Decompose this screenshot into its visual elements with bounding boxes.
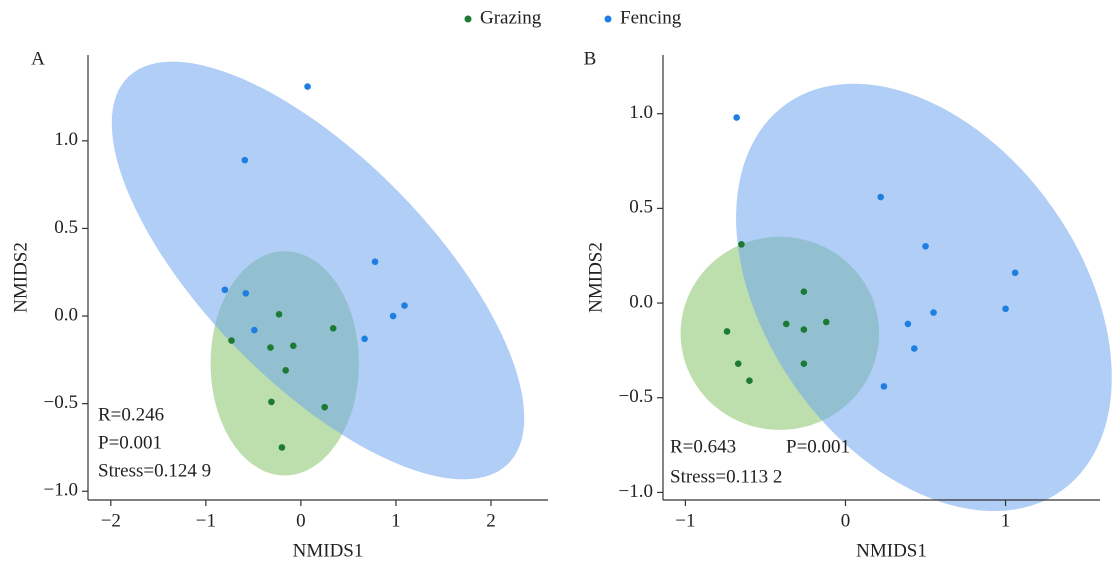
point bbox=[746, 377, 753, 385]
point bbox=[242, 289, 250, 297]
x-tick-label: 2 bbox=[486, 510, 496, 531]
annotation: P=0.001 bbox=[786, 436, 850, 457]
point bbox=[800, 360, 808, 367]
annotation: P=0.001 bbox=[98, 432, 162, 453]
point bbox=[800, 288, 808, 296]
x-axis-label: NMIDS1 bbox=[293, 540, 364, 561]
point bbox=[738, 241, 745, 248]
point bbox=[911, 345, 918, 352]
y-tick-label: 0.5 bbox=[629, 197, 653, 218]
confidence-ellipse bbox=[736, 83, 1112, 511]
annotation: R=0.643 bbox=[670, 436, 736, 457]
point bbox=[251, 326, 258, 334]
annotation: R=0.246 bbox=[98, 404, 164, 425]
point bbox=[278, 444, 286, 451]
point bbox=[241, 156, 249, 164]
point bbox=[371, 258, 379, 266]
y-tick-label: −0.5 bbox=[619, 386, 653, 407]
point bbox=[329, 325, 337, 332]
point bbox=[800, 326, 808, 333]
y-tick-label: 0.5 bbox=[54, 217, 78, 238]
x-tick-label: 1 bbox=[1001, 510, 1011, 531]
y-axis-label: NMIDS2 bbox=[10, 242, 31, 313]
point bbox=[282, 367, 289, 374]
legend-label: Fencing bbox=[620, 7, 682, 28]
legend-label: Grazing bbox=[480, 7, 542, 28]
panel-label: A bbox=[31, 48, 45, 69]
point bbox=[1002, 305, 1009, 313]
point bbox=[361, 335, 368, 343]
y-tick-label: 1.0 bbox=[629, 102, 653, 123]
point bbox=[221, 286, 229, 294]
y-tick-label: 0.0 bbox=[629, 291, 653, 312]
x-tick-label: −1 bbox=[675, 510, 695, 531]
point bbox=[782, 320, 790, 328]
annotation: Stress=0.113 2 bbox=[670, 466, 782, 487]
y-tick-label: −1.0 bbox=[619, 481, 653, 502]
x-tick-label: −2 bbox=[101, 510, 121, 531]
confidence-ellipse bbox=[111, 61, 525, 480]
point bbox=[401, 302, 408, 309]
point bbox=[268, 398, 275, 406]
point bbox=[304, 83, 311, 90]
x-tick-label: 0 bbox=[296, 510, 306, 531]
point bbox=[267, 344, 274, 351]
point bbox=[275, 310, 283, 318]
point bbox=[228, 337, 235, 344]
y-tick-label: 1.0 bbox=[54, 129, 78, 150]
point bbox=[822, 318, 830, 326]
point bbox=[880, 383, 888, 390]
point bbox=[734, 360, 742, 367]
point bbox=[904, 320, 912, 328]
point bbox=[389, 312, 397, 320]
point bbox=[930, 309, 937, 316]
x-tick-label: 0 bbox=[841, 510, 851, 531]
point bbox=[723, 328, 731, 335]
annotation: Stress=0.124 9 bbox=[98, 460, 211, 481]
point bbox=[733, 114, 740, 121]
point bbox=[922, 242, 929, 250]
point bbox=[321, 403, 328, 411]
point bbox=[877, 193, 884, 201]
x-tick-label: 1 bbox=[391, 510, 401, 531]
x-tick-label: −1 bbox=[196, 510, 216, 531]
panel-label: B bbox=[584, 48, 597, 69]
y-axis-label: NMIDS2 bbox=[585, 242, 606, 313]
legend-marker bbox=[604, 15, 612, 23]
y-tick-label: 0.0 bbox=[54, 304, 78, 325]
y-tick-label: −1.0 bbox=[44, 480, 78, 501]
point bbox=[1011, 269, 1019, 277]
x-axis-label: NMIDS1 bbox=[856, 540, 927, 561]
y-tick-label: −0.5 bbox=[44, 392, 78, 413]
legend-marker bbox=[464, 15, 472, 23]
point bbox=[289, 342, 297, 350]
